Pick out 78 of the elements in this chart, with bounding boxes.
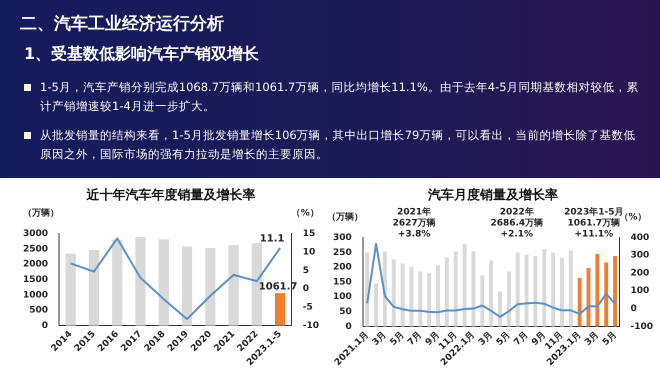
- y-tick-label: 150: [332, 277, 352, 288]
- annotation: 2022年 2686.4万辆 +2.1%: [490, 206, 544, 240]
- y-tick-label: 2000: [22, 260, 48, 270]
- bar: [595, 254, 600, 326]
- bar: [400, 263, 405, 326]
- bar: [112, 240, 122, 326]
- y2-tick-label: -5: [302, 302, 313, 313]
- bar: [88, 250, 100, 326]
- y2-tick-label: 15: [302, 228, 316, 239]
- bar: [427, 273, 432, 326]
- y-axis-title: （万辆）: [23, 207, 60, 218]
- y-tick-label: 300: [332, 232, 352, 243]
- bar: [471, 252, 476, 326]
- y2-tick-label: -10: [302, 321, 320, 332]
- y-tick-label: 0: [42, 321, 48, 332]
- bar: [533, 256, 538, 326]
- bar: [498, 291, 502, 326]
- bar: [560, 258, 564, 326]
- y-tick-label: 2500: [22, 244, 48, 254]
- annotation: 2023年1-5月 1061.7万辆 +11.1%: [564, 206, 624, 240]
- y2-tick-label: 0: [630, 304, 637, 314]
- bar: [182, 246, 192, 326]
- bar: [613, 256, 617, 326]
- bar: [135, 236, 146, 326]
- x-tick-label: 5月: [494, 329, 513, 348]
- bar: [586, 268, 590, 326]
- bar: [462, 244, 467, 326]
- text: 二、汽车工业经济运行分析: [20, 13, 224, 35]
- y2-tick-label: 200: [630, 268, 650, 278]
- bar: [516, 252, 520, 326]
- y-tick-label: 100: [332, 292, 352, 302]
- y2-axis-title: （%）: [292, 208, 319, 218]
- x-tick-label: 5月: [388, 329, 406, 348]
- y2-tick-label: 400: [630, 232, 650, 243]
- bar: [66, 254, 76, 326]
- x-tick-label: 5月: [600, 329, 619, 348]
- y2-tick-label: -100: [630, 322, 654, 332]
- x-tick-label: 3月: [476, 329, 495, 348]
- bar: [506, 271, 511, 326]
- y-tick-label: 50: [339, 306, 352, 317]
- y-tick-label: 1000: [22, 290, 48, 300]
- bar: [436, 265, 440, 326]
- bar: [228, 244, 239, 326]
- y-tick-label: 500: [29, 306, 48, 316]
- annotation: 2021年 2627万辆 +3.8%: [392, 206, 436, 240]
- bar: [205, 248, 216, 326]
- y2-tick-label: 100: [630, 286, 650, 296]
- data-label: 11.1: [260, 234, 284, 245]
- chart-title: 近十年汽车年度销量及增长率: [86, 187, 256, 204]
- bar: [158, 239, 169, 326]
- y-tick-label: 200: [332, 262, 352, 273]
- bar: [418, 271, 422, 326]
- y2-tick-label: 300: [630, 250, 650, 261]
- bar: [274, 293, 286, 326]
- x-tick-label: 3月: [370, 329, 389, 348]
- text: 1-5月，汽车产销分别完成1068.7万辆和1061.7万辆，同比均增长11.1%。由于去年4-5月同期基数相对较低，累计产销增速较1-4月进一步扩大。: [40, 79, 640, 115]
- y2-tick-label: 10: [302, 247, 316, 258]
- bar: [444, 257, 449, 326]
- bar: [489, 260, 494, 326]
- bar: [524, 254, 528, 326]
- text: 从批发销量的结构来看，1-5月批发销量增长106万辆，其中出口增长79万辆，可以看出，当前的增长除了基数低原因之外，国际市场的强有力拉动是增长的主要原因。: [40, 127, 636, 163]
- bar: [374, 284, 378, 326]
- y2-tick-label: 0: [302, 284, 310, 294]
- text: 1、受基数低影响汽车产销双增长: [24, 44, 260, 65]
- y-tick-label: 1500: [22, 275, 48, 286]
- y-tick-label: 3000: [22, 228, 48, 239]
- y-axis-title: （万辆）: [326, 211, 363, 222]
- x-tick-label: 7月: [512, 329, 530, 348]
- bar: [410, 266, 414, 326]
- y2-tick-label: 5: [302, 266, 310, 276]
- chart-title: 汽车月度销量及增长率: [427, 187, 558, 204]
- bar: [578, 278, 582, 326]
- bar: [382, 252, 387, 326]
- y-tick-label: 250: [332, 248, 352, 258]
- x-tick-label: 3月: [582, 329, 602, 348]
- bar: [551, 252, 556, 326]
- y-tick-label: 0: [346, 322, 352, 332]
- x-tick-label: 7月: [406, 329, 424, 348]
